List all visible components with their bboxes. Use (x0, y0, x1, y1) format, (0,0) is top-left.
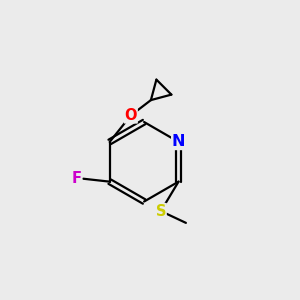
Text: S: S (156, 204, 166, 219)
Text: N: N (172, 134, 185, 149)
Text: F: F (72, 171, 82, 186)
Text: O: O (124, 108, 137, 123)
